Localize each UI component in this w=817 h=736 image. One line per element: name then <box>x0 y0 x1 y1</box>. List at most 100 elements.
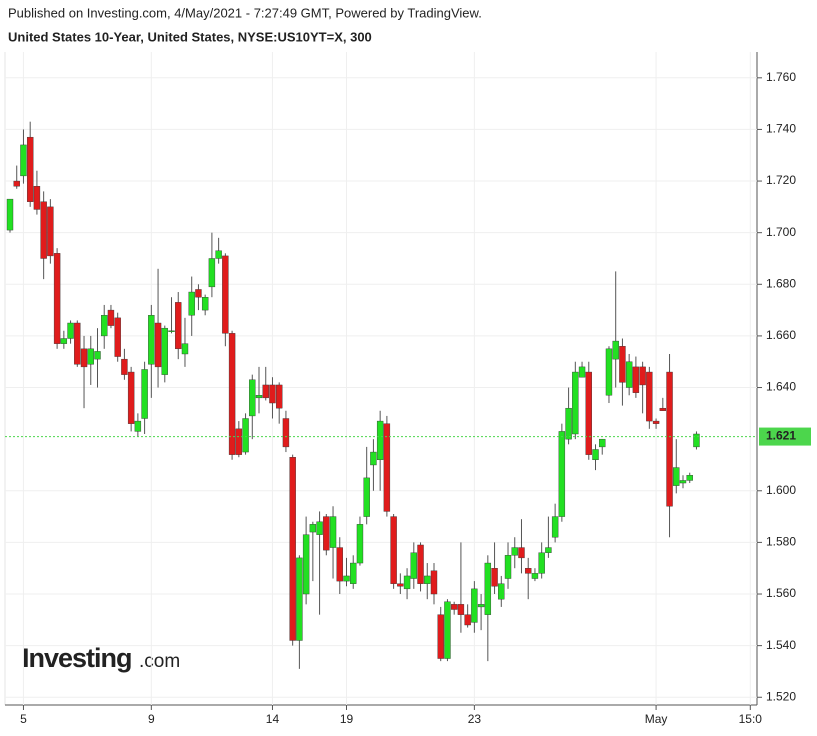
candle-body <box>599 438 606 448</box>
y-tick-label: 1.540 <box>766 638 796 652</box>
candle-body <box>619 346 626 383</box>
candle-body <box>350 562 357 584</box>
candle-body <box>673 467 680 486</box>
candle-body <box>296 557 303 641</box>
candle-body <box>605 348 613 396</box>
candle-body <box>518 547 525 559</box>
candle-body <box>107 309 115 326</box>
candle-body <box>592 449 599 461</box>
candle-body <box>498 583 505 600</box>
candle-body <box>323 516 330 551</box>
candle-body <box>551 516 559 538</box>
candle-body <box>424 575 431 584</box>
candle-body <box>235 428 243 455</box>
candle-body <box>484 562 492 615</box>
candle-body <box>666 371 673 507</box>
candle-body <box>558 431 566 517</box>
candle-body <box>316 521 323 535</box>
y-tick-label: 1.600 <box>766 483 796 497</box>
candle-body <box>181 343 189 355</box>
y-tick-label: 1.720 <box>766 173 796 187</box>
y-tick-label: 1.740 <box>766 122 796 136</box>
candle-body <box>612 340 619 360</box>
candle-body <box>134 420 142 432</box>
last-price-label: 1.621 <box>766 429 796 443</box>
candle-body <box>168 330 175 332</box>
candle-body <box>444 601 451 659</box>
candle-body <box>639 366 646 386</box>
candle-body <box>121 358 128 375</box>
candle-body <box>87 348 94 365</box>
candle-body <box>6 198 14 231</box>
last-price-box <box>759 427 811 446</box>
candle-body <box>525 568 532 574</box>
candle-body <box>40 201 47 259</box>
candle-body <box>531 573 539 579</box>
candle-body <box>693 433 700 448</box>
candle-body <box>578 366 586 378</box>
candle-body <box>201 296 209 311</box>
watermark-brand: Investing <box>22 643 132 673</box>
candle-body <box>60 338 68 344</box>
candle-body <box>26 136 34 202</box>
y-tick-label: 1.640 <box>766 380 796 394</box>
candle-body <box>477 604 485 608</box>
candle-body <box>94 351 101 360</box>
candle-body <box>417 544 424 584</box>
candle-body <box>565 407 572 440</box>
instrument-title: United States 10-Year, United States, NY… <box>8 29 372 44</box>
candle-body <box>632 366 640 393</box>
candle-body <box>646 371 653 422</box>
candle-body <box>114 317 121 357</box>
x-tick-label: 14 <box>266 712 280 726</box>
candle-body <box>67 322 74 339</box>
candle-body <box>410 552 417 579</box>
candle-body <box>585 371 592 455</box>
candle-body <box>53 253 61 344</box>
y-tick-label: 1.560 <box>766 586 796 600</box>
candle-body <box>161 327 168 375</box>
candle-body <box>450 604 458 610</box>
candle-body <box>437 614 444 659</box>
candle-body <box>383 423 391 512</box>
x-tick-label: 23 <box>468 712 482 726</box>
candle-body <box>302 534 310 595</box>
candle-body <box>276 384 283 409</box>
x-tick-label: May <box>645 712 668 726</box>
candle-body <box>309 524 317 533</box>
candle-body <box>659 407 667 411</box>
x-tick-label: 9 <box>148 712 155 726</box>
candle-body <box>538 552 545 574</box>
candle-body <box>289 457 296 641</box>
published-note: Published on Investing.com, 4/May/2021 -… <box>8 5 482 20</box>
candle-body <box>80 348 88 368</box>
candle-body <box>47 206 54 257</box>
candle-body <box>370 451 377 466</box>
candle-body <box>397 583 404 587</box>
candle-body <box>464 614 471 626</box>
candle-body <box>208 258 216 288</box>
candle-body <box>471 588 478 623</box>
candle-body <box>74 322 81 365</box>
candle-body <box>242 418 249 453</box>
candle-body <box>148 315 155 365</box>
y-tick-label: 1.700 <box>766 225 796 239</box>
candle-body <box>336 547 343 582</box>
candle-body <box>625 361 633 388</box>
candle-body <box>457 604 465 615</box>
x-tick-label: 5 <box>20 712 27 726</box>
candle-body <box>127 371 135 424</box>
y-tick-label: 1.760 <box>766 70 796 84</box>
candle-body <box>679 480 687 484</box>
watermark-suffix: .com <box>139 651 180 672</box>
candle-body <box>572 371 579 435</box>
candle-body <box>20 144 27 177</box>
candle-body <box>356 524 364 564</box>
candle-body <box>491 568 498 587</box>
candle-body <box>195 289 202 298</box>
y-tick-label: 1.660 <box>766 328 796 342</box>
candle-body <box>188 291 195 316</box>
candle-body <box>255 395 263 399</box>
candle-body <box>545 547 552 553</box>
